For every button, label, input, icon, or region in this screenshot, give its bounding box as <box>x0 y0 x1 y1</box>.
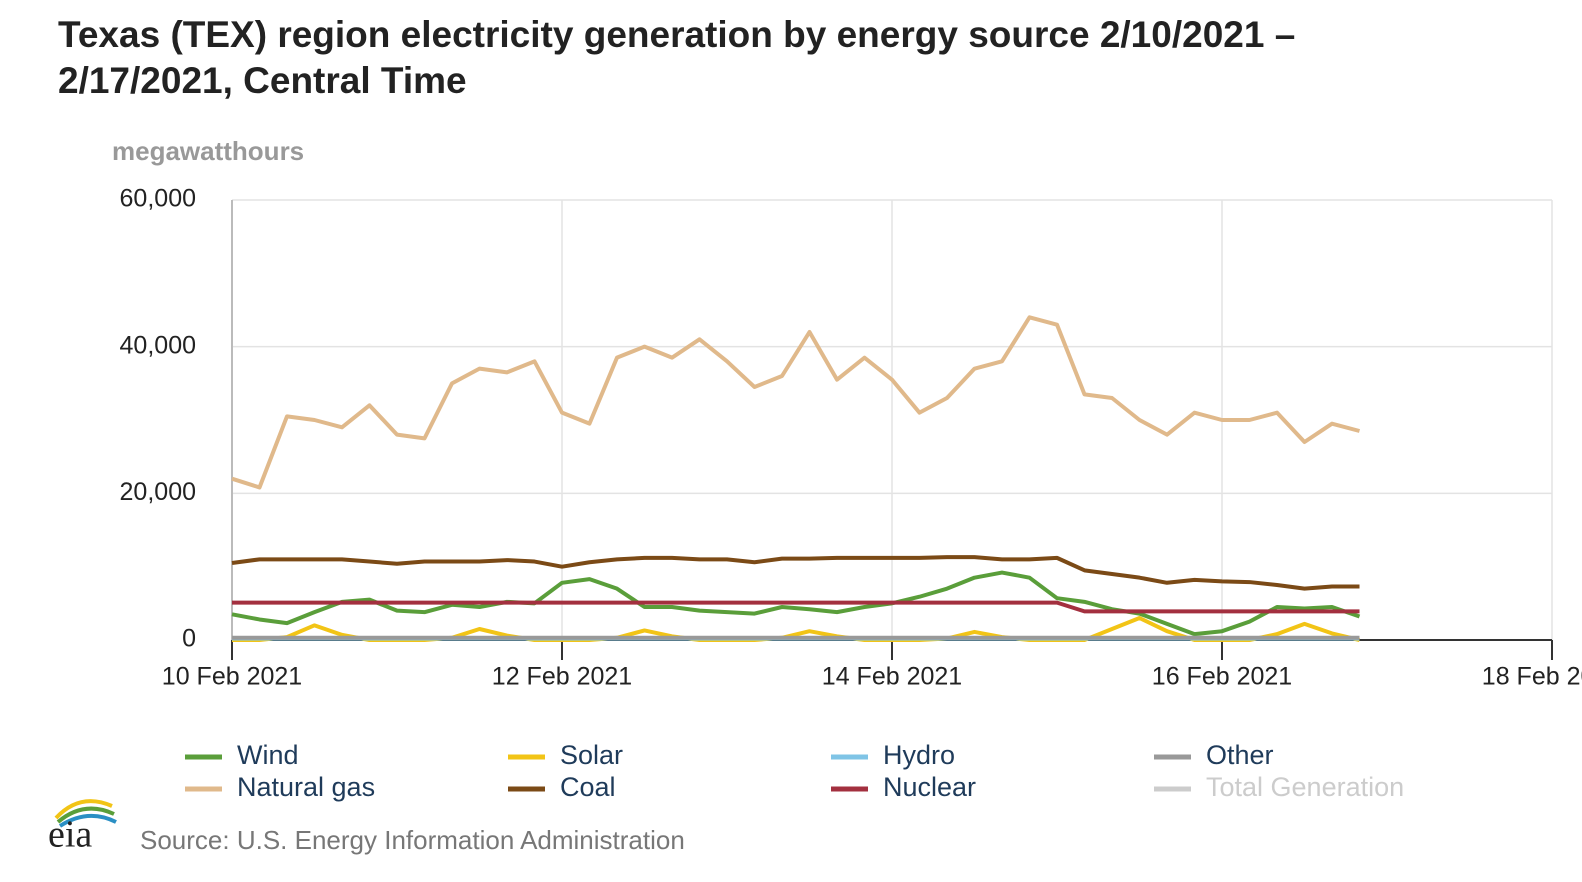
y-tick-label: 0 <box>182 625 196 653</box>
series-line <box>232 600 1360 614</box>
y-axis-label: megawatthours <box>112 136 304 166</box>
legend-label: Natural gas <box>237 772 375 802</box>
logo-arc <box>54 799 113 820</box>
series-line <box>231 570 1361 637</box>
title-box: Texas (TEX) region electricity generatio… <box>58 14 1296 101</box>
y-tick-label: 20,000 <box>120 478 196 506</box>
legend-label: Solar <box>560 740 623 770</box>
series-line <box>231 315 1361 490</box>
legend-label: Hydro <box>883 740 955 770</box>
y-tick-label: 40,000 <box>120 331 196 359</box>
series-line <box>231 555 1360 591</box>
x-tick-label: 14 Feb 2021 <box>822 663 962 691</box>
logo-text: eia <box>48 814 92 856</box>
x-tick-label: 16 Feb 2021 <box>1152 663 1292 691</box>
legend-label: Nuclear <box>883 772 976 802</box>
logo-arc <box>58 814 117 828</box>
logo: eia <box>48 799 117 856</box>
x-tick-label: 10 Feb 2021 <box>162 663 302 691</box>
x-tick-label: 12 Feb 2021 <box>492 663 632 691</box>
logo-arc <box>56 806 115 824</box>
chart-title: Texas (TEX) region electricity generatio… <box>58 14 1296 101</box>
legend-label: Wind <box>237 740 299 770</box>
source: Source: U.S. Energy Information Administ… <box>140 825 685 855</box>
legend-label: Coal <box>560 772 616 802</box>
legend-label: Other <box>1206 740 1274 770</box>
x-tick-label: 18 Feb 2021 <box>1482 663 1582 691</box>
legend-label: Total Generation <box>1206 772 1404 802</box>
y-tick-label: 60,000 <box>120 185 196 213</box>
